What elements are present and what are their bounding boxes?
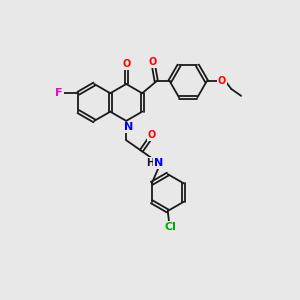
Text: O: O [218,76,226,86]
Text: H: H [146,158,154,168]
Text: O: O [148,130,156,140]
Text: O: O [148,57,157,67]
Text: N: N [124,122,133,132]
Text: F: F [56,88,63,98]
Text: O: O [122,59,130,70]
Text: Cl: Cl [165,221,177,232]
Text: N: N [154,158,164,168]
